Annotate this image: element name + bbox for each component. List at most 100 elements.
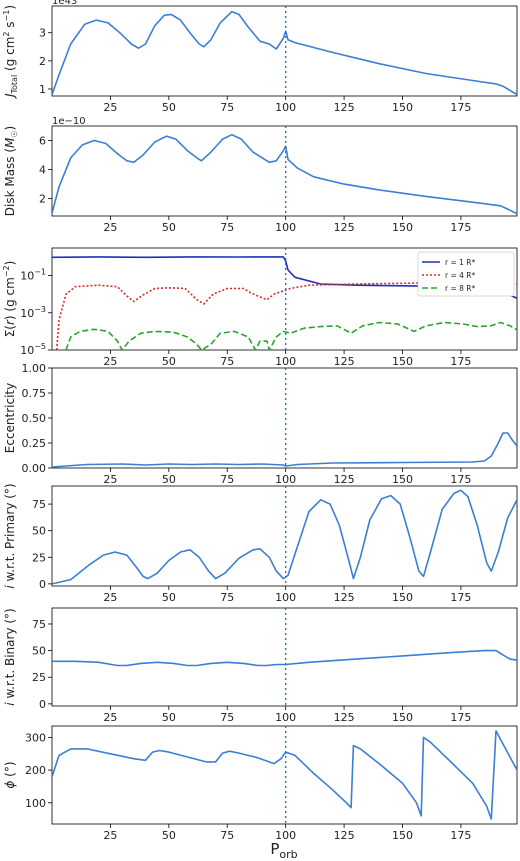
panel-5: 25 50 75 100 125 150 175 0 25 50 75 i w.r.t. Primar… xyxy=(3,483,518,604)
x-tick-label: 150 xyxy=(392,473,413,486)
x-tick-label: 150 xyxy=(392,355,413,368)
x-tick-label: 75 xyxy=(220,355,234,368)
x-axis-label-subscript: orb xyxy=(279,848,297,861)
x-tick-label: 25 xyxy=(103,355,117,368)
x-tick-label: 150 xyxy=(392,711,413,724)
x-tick-label: 125 xyxy=(334,711,355,724)
y-axis-label: JTotal (g cm2 s−1) xyxy=(2,5,19,99)
y-tick-label: 25 xyxy=(32,551,46,564)
y-tick-label: 0 xyxy=(39,698,46,711)
panel-6: 25 50 75 100 125 150 175 0 25 50 75 i w.r.t. Binary… xyxy=(3,607,518,724)
y-tick-label: 200 xyxy=(25,764,46,777)
y-axis-label-part: ) xyxy=(3,261,17,266)
y-axis-label-part: i xyxy=(3,585,17,589)
series-group xyxy=(52,730,517,820)
y-axis-label-part: s xyxy=(3,21,17,31)
x-tick-label: 125 xyxy=(334,101,355,114)
x-tick-label: 25 xyxy=(103,711,117,724)
y-tick-label: 0.50 xyxy=(22,412,47,425)
x-tick-label: 100 xyxy=(275,711,296,724)
y-axis-label: i w.r.t. Binary (°) xyxy=(3,608,17,705)
y-tick-label: 0.00 xyxy=(22,462,47,475)
x-tick-label: 75 xyxy=(220,221,234,234)
y-axis-label-part: ) xyxy=(3,5,17,10)
y-tick-label: 0.75 xyxy=(22,387,47,400)
y-offset-text: 1e43 xyxy=(52,0,77,7)
y-axis-label: Eccentricity xyxy=(3,383,17,453)
y-tick-label: 75 xyxy=(32,498,46,511)
y-axis-label-part: M xyxy=(3,137,17,148)
y-axis-label-part: (°) xyxy=(3,761,17,780)
x-tick-label: 125 xyxy=(334,221,355,234)
x-tick-label: 50 xyxy=(162,101,176,114)
y-tick-label: 100 xyxy=(25,797,46,810)
y-tick-label: 50 xyxy=(32,525,46,538)
y-axis-label: Σ(r) (g cm−2) xyxy=(2,261,17,338)
x-tick-label: 75 xyxy=(220,473,234,486)
y-axis-label-part: ϕ xyxy=(3,781,17,789)
panel-2: 25 50 75 100 125 150 175 2 4 6 1e−10 Disk Mass (M☉) xyxy=(3,116,518,234)
plot-frame xyxy=(51,725,518,825)
x-tick-label: 75 xyxy=(220,711,234,724)
plot-frame xyxy=(51,247,518,351)
y-tick-label: 0 xyxy=(39,578,46,591)
x-tick-label: 50 xyxy=(162,473,176,486)
x-tick-label: 50 xyxy=(162,591,176,604)
series-group xyxy=(52,649,517,667)
panel-7: 25 50 75 100 125 150 175 100 200 300 ϕ (°) xyxy=(3,725,518,842)
x-tick-label: 100 xyxy=(275,101,296,114)
series-line-1 xyxy=(52,730,517,820)
x-tick-label: 25 xyxy=(103,591,117,604)
y-tick-label: 25 xyxy=(32,671,46,684)
series-line-2 xyxy=(55,282,517,350)
x-tick-label: 125 xyxy=(334,829,355,842)
series-line-1 xyxy=(52,432,517,468)
series-group xyxy=(52,489,517,585)
y-tick-exponent: −3 xyxy=(34,305,46,314)
y-axis-label-part: J xyxy=(3,93,17,99)
x-tick-label: 175 xyxy=(450,473,471,486)
y-offset-text: 1e−10 xyxy=(52,116,86,127)
legend-label-1: r = 1 R* xyxy=(445,258,476,267)
plot-frame xyxy=(51,125,518,217)
series-group xyxy=(52,10,517,96)
x-tick-label: 100 xyxy=(275,221,296,234)
y-axis-label-part: −2 xyxy=(2,265,11,277)
x-tick-label: 25 xyxy=(103,473,117,486)
y-tick-label: 1.00 xyxy=(22,362,47,375)
plot-frame xyxy=(51,485,518,587)
y-axis-label-part: ☉ xyxy=(10,130,19,137)
y-axis-label-part: w.r.t. Primary (°) xyxy=(3,483,17,585)
x-tick-label: 25 xyxy=(103,101,117,114)
x-tick-label: 125 xyxy=(334,591,355,604)
x-tick-label: 150 xyxy=(392,101,413,114)
y-tick-label: 10−5 xyxy=(20,342,46,357)
y-tick-label: 10−3 xyxy=(20,305,46,320)
x-tick-label: 75 xyxy=(220,591,234,604)
x-axis-label-main: P xyxy=(270,840,279,858)
series-line-1 xyxy=(52,489,517,585)
series-group xyxy=(52,432,517,468)
x-tick-label: 150 xyxy=(392,591,413,604)
x-tick-label: 50 xyxy=(162,355,176,368)
y-tick-label: 10−1 xyxy=(20,268,46,283)
y-tick-base: 10 xyxy=(20,307,34,320)
y-tick-label: 0.25 xyxy=(22,437,47,450)
series-line-1 xyxy=(52,133,517,215)
y-tick-exponent: −5 xyxy=(34,342,46,351)
y-tick-label: 75 xyxy=(32,618,46,631)
y-axis-label: Disk Mass (M☉) xyxy=(3,126,19,217)
x-tick-label: 50 xyxy=(162,711,176,724)
plot-frame xyxy=(51,607,518,707)
series-line-1 xyxy=(52,10,517,96)
x-tick-label: 175 xyxy=(450,355,471,368)
y-axis-label-part: i xyxy=(3,702,17,706)
series-line-1 xyxy=(52,649,517,667)
y-tick-label: 4 xyxy=(39,164,46,177)
y-tick-base: 10 xyxy=(20,270,34,283)
legend: r = 1 R* r = 4 R* r = 8 R* xyxy=(417,251,515,297)
